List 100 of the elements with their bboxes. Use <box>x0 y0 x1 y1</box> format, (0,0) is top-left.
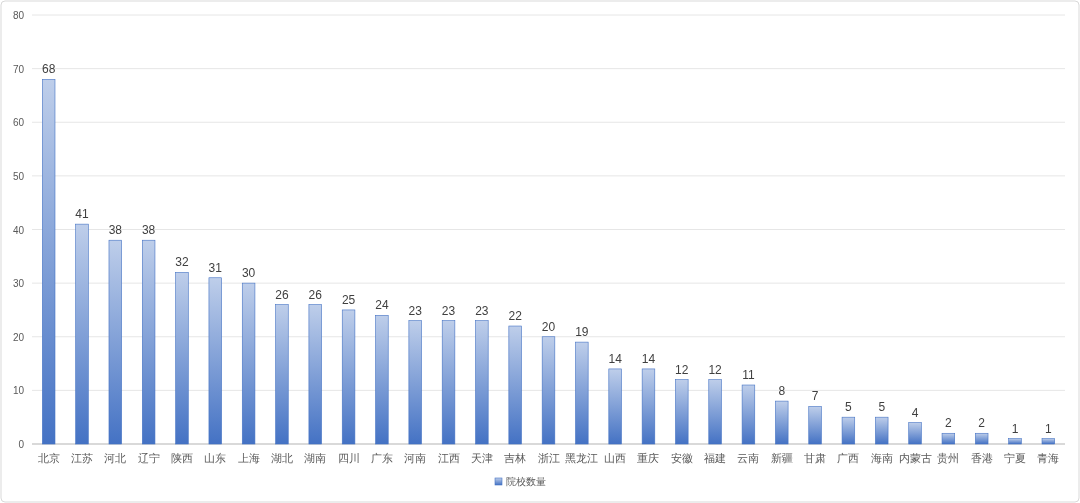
data-label: 24 <box>375 298 389 313</box>
bar <box>308 304 322 445</box>
x-tick-label: 黑龙江 <box>565 452 599 464</box>
bar <box>208 277 222 445</box>
data-label: 38 <box>141 223 156 238</box>
bar <box>475 320 489 445</box>
x-tick-label: 湖北 <box>270 452 293 464</box>
y-tick-label: 50 <box>12 170 25 182</box>
y-tick-label: 70 <box>12 63 25 75</box>
x-tick-label: 上海 <box>237 452 260 464</box>
bar <box>1008 438 1022 445</box>
x-tick-label: 北京 <box>37 452 60 464</box>
x-tick-label: 新疆 <box>770 452 793 464</box>
x-tick-label: 河北 <box>104 452 127 464</box>
x-tick-label: 青海 <box>1037 452 1060 464</box>
data-label: 23 <box>408 303 423 318</box>
data-label: 5 <box>845 400 853 415</box>
bar <box>841 416 856 445</box>
y-tick-label: 60 <box>12 117 25 129</box>
bar <box>575 341 589 445</box>
data-label: 20 <box>541 319 556 334</box>
x-tick-label: 河南 <box>404 452 427 464</box>
data-label: 19 <box>575 325 589 340</box>
bar <box>1041 438 1055 445</box>
x-tick-label: 广东 <box>370 452 393 464</box>
data-label: 22 <box>508 309 523 324</box>
x-tick-label: 四川 <box>337 452 360 464</box>
x-tick-label: 江苏 <box>70 452 93 464</box>
data-label: 23 <box>441 303 456 318</box>
x-tick-label: 湖南 <box>304 452 327 464</box>
y-tick-label: 0 <box>18 439 25 450</box>
x-tick-label: 安徽 <box>670 452 693 464</box>
x-tick-label: 辽宁 <box>137 452 160 464</box>
y-tick-label: 40 <box>12 224 25 236</box>
data-label: 26 <box>275 287 289 302</box>
x-tick-label: 山东 <box>204 452 227 464</box>
bar <box>108 239 122 445</box>
data-label: 32 <box>175 255 189 270</box>
bar <box>275 304 289 445</box>
data-label: 12 <box>708 362 723 377</box>
data-label: 8 <box>778 384 786 399</box>
data-label: 14 <box>641 351 656 366</box>
bar <box>42 79 56 445</box>
data-label: 11 <box>742 368 755 383</box>
bar <box>75 223 89 445</box>
data-label: 25 <box>341 292 356 307</box>
bar <box>608 368 622 445</box>
data-label: 23 <box>475 303 489 318</box>
x-tick-label: 福建 <box>704 452 727 464</box>
x-tick-label: 云南 <box>737 452 760 464</box>
bar <box>541 336 556 445</box>
bar <box>808 406 822 445</box>
x-tick-label: 贵州 <box>937 452 960 464</box>
bar <box>508 325 522 445</box>
bar <box>675 379 689 445</box>
data-label: 41 <box>75 207 89 222</box>
x-tick-label: 香港 <box>970 452 993 464</box>
bar <box>741 384 756 445</box>
bar <box>175 272 189 445</box>
y-tick-label: 30 <box>12 278 25 290</box>
data-label: 12 <box>675 362 689 377</box>
bar <box>441 320 456 445</box>
bar <box>241 282 256 445</box>
data-label: 38 <box>108 223 123 238</box>
x-tick-label: 江西 <box>437 452 460 464</box>
y-tick-label: 10 <box>12 385 25 397</box>
bar <box>641 368 656 445</box>
x-tick-label: 广西 <box>837 452 860 464</box>
bar <box>908 422 922 445</box>
x-tick-label: 山西 <box>604 452 627 464</box>
data-label: 26 <box>308 287 323 302</box>
bar <box>941 432 955 445</box>
data-label: 31 <box>208 260 223 275</box>
x-tick-label: 宁夏 <box>1004 452 1027 464</box>
data-label: 1 <box>1011 421 1019 436</box>
x-tick-label: 海南 <box>870 452 893 464</box>
data-label: 14 <box>608 351 623 366</box>
bar <box>375 315 389 445</box>
bar <box>775 400 789 445</box>
y-tick-label: 80 <box>12 10 25 21</box>
data-label: 2 <box>945 416 953 431</box>
y-tick-label: 20 <box>12 331 25 343</box>
x-tick-label: 吉林 <box>504 452 527 464</box>
x-tick-label: 陕西 <box>170 452 193 464</box>
bar <box>341 309 356 445</box>
bar <box>975 432 989 445</box>
x-tick-label: 重庆 <box>637 452 660 464</box>
data-label: 2 <box>978 416 986 431</box>
bar <box>408 320 422 445</box>
data-label: 30 <box>241 266 256 281</box>
data-label: 4 <box>911 405 919 420</box>
x-tick-label: 天津 <box>470 452 493 464</box>
data-label: 5 <box>878 400 886 415</box>
legend-label: 院校数量 <box>506 476 546 487</box>
bar <box>142 239 156 445</box>
x-tick-label: 内蒙古 <box>898 452 932 464</box>
bar <box>875 416 889 445</box>
bar <box>708 379 722 445</box>
x-tick-label: 甘肃 <box>804 452 827 464</box>
x-tick-label: 浙江 <box>537 452 560 464</box>
